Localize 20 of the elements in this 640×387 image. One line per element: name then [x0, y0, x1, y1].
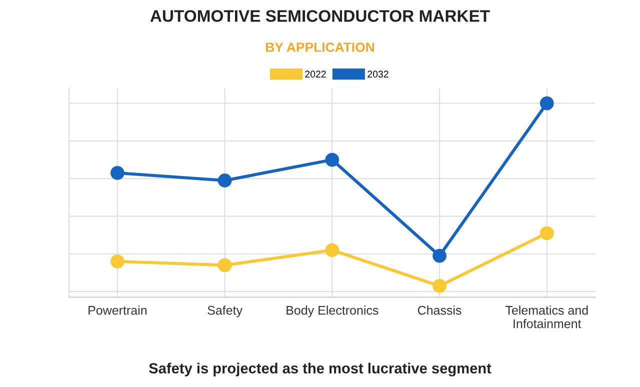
x-tick-label: Body Electronics — [286, 306, 378, 318]
point — [432, 278, 446, 293]
point — [110, 254, 124, 268]
point — [110, 166, 124, 180]
point — [218, 174, 232, 188]
x-tick-label: Telematics and Infotainment — [505, 306, 588, 328]
x-tick-label: Chassis — [418, 306, 462, 315]
x-tick-label: Safety — [208, 306, 242, 318]
legend-label: 2022 — [305, 70, 326, 78]
point — [540, 226, 554, 240]
legend-label: 2032 — [368, 70, 388, 78]
text: Safety is projected as the most lucrative segment — [149, 362, 492, 376]
point — [432, 248, 446, 263]
point — [218, 258, 232, 272]
chart-title: AUTOMOTIVE SEMICONDUCTOR MARKET — [150, 10, 490, 22]
point — [325, 243, 340, 258]
point — [325, 152, 340, 167]
point — [540, 96, 554, 110]
x-tick-label: Powertrain — [88, 306, 146, 315]
chart-subtitle: BY APPLICATION — [266, 42, 374, 52]
